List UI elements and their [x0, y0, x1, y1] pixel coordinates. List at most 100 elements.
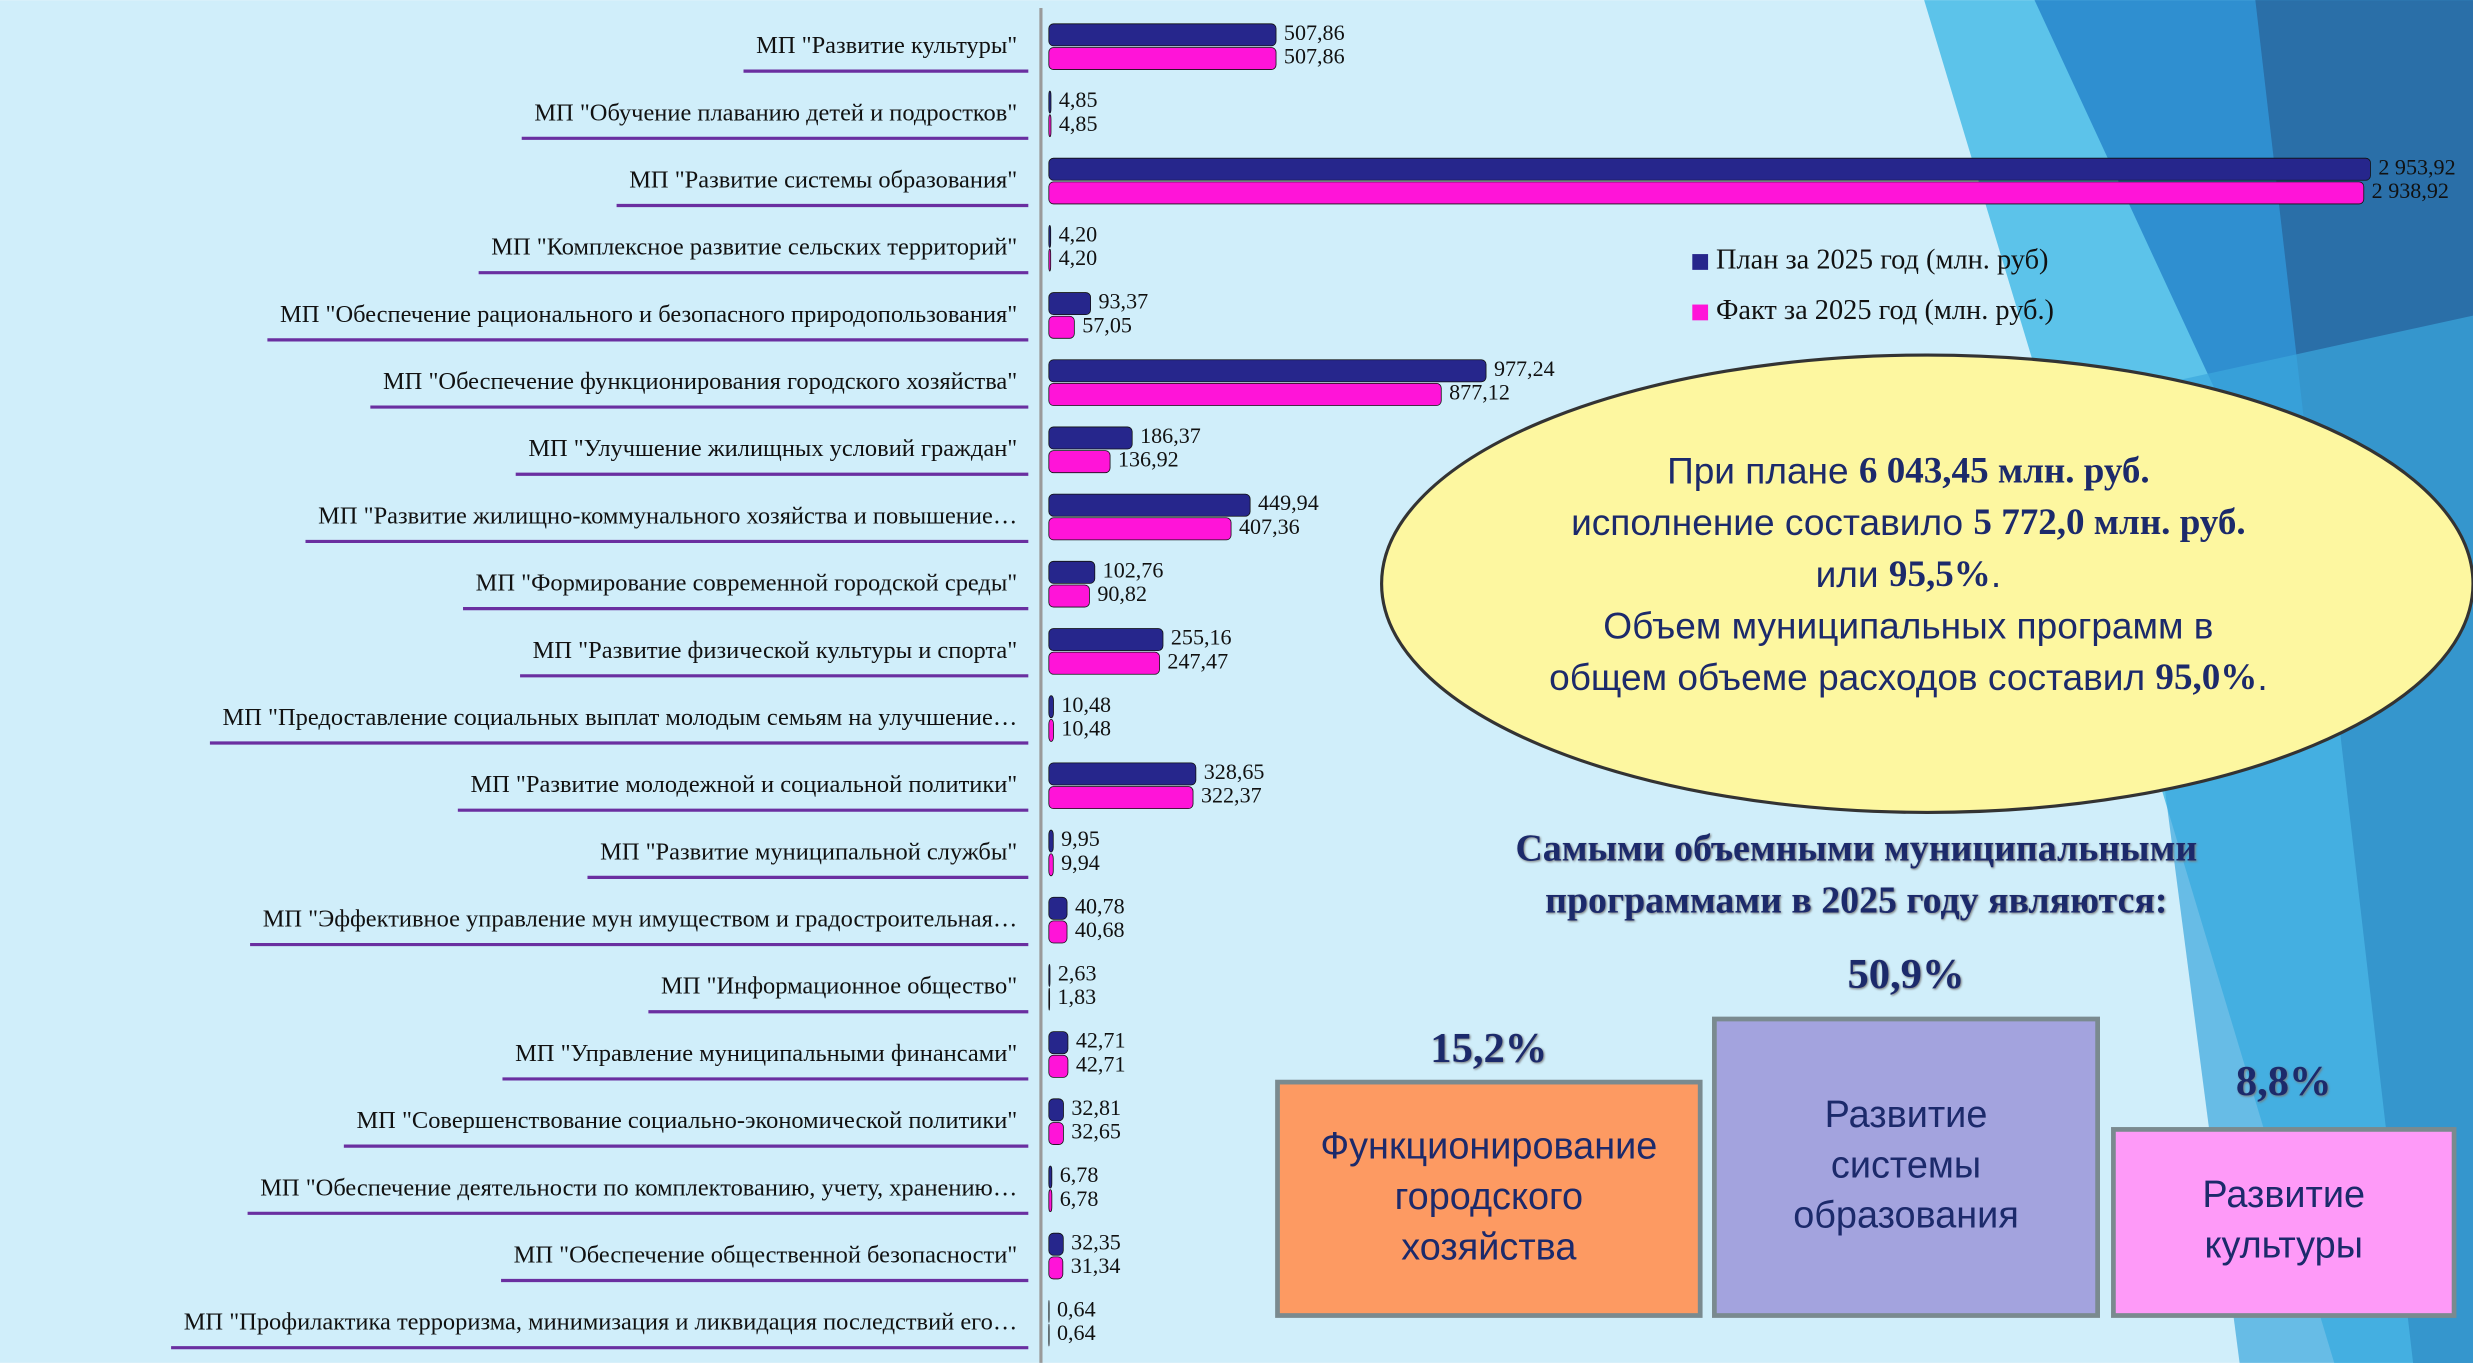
- value-label: 1,83: [1058, 984, 1097, 1009]
- bar: [1049, 158, 2371, 180]
- bar: [1049, 897, 1067, 919]
- bar: [1049, 1257, 1063, 1279]
- value-label: 0,64: [1057, 1296, 1096, 1321]
- value-label: 0,64: [1057, 1320, 1096, 1345]
- category-label: МП "Улучшение жилищных условий граждан": [528, 435, 1017, 462]
- callout-text: общем объеме расходов составил: [1549, 656, 2155, 698]
- value-label: 247,47: [1167, 648, 1228, 673]
- category-label: МП "Развитие муниципальной службы": [600, 838, 1017, 865]
- callout-text: 6 043,45 млн. руб.: [1859, 450, 2150, 491]
- podium-percent: 50,9%: [1847, 951, 1964, 998]
- value-label: 57,05: [1082, 312, 1132, 337]
- legend-label: План за 2025 год (млн. руб): [1716, 244, 2049, 275]
- podium-label: культуры: [2205, 1225, 2363, 1267]
- value-label: 2 938,92: [2372, 178, 2449, 203]
- podium-label: городского: [1395, 1176, 1583, 1218]
- category-label: МП "Развитие физической культуры и спорт…: [533, 637, 1018, 664]
- callout-text: .: [2257, 656, 2267, 698]
- category-label: МП "Управление муниципальными финансами": [515, 1040, 1017, 1067]
- value-label: 10,48: [1061, 692, 1111, 717]
- bar: [1049, 1122, 1064, 1144]
- category-label: МП "Обеспечение деятельности по комплект…: [260, 1174, 1017, 1201]
- value-label: 32,81: [1071, 1095, 1121, 1120]
- podium-label: хозяйства: [1401, 1226, 1577, 1268]
- category-label: МП "Развитие культуры": [756, 32, 1017, 59]
- category-label: МП "Совершенствование социально-экономич…: [356, 1107, 1017, 1134]
- value-label: 4,20: [1059, 221, 1098, 246]
- callout-text: исполнение составило: [1571, 501, 1973, 543]
- bar: [1049, 182, 2364, 204]
- callout-text: При плане: [1667, 449, 1859, 491]
- bar: [1049, 225, 1051, 247]
- bar: [1049, 494, 1250, 516]
- podium-box: [2113, 1129, 2454, 1315]
- bar: [1049, 763, 1196, 785]
- value-label: 42,71: [1076, 1051, 1126, 1076]
- bar: [1049, 47, 1276, 69]
- value-label: 136,92: [1118, 447, 1179, 472]
- category-label: МП "Обеспечение функционирования городск…: [383, 368, 1017, 395]
- podium-label: Развитие: [1825, 1094, 1988, 1136]
- podium-percent: 15,2%: [1430, 1025, 1547, 1072]
- slide: МП "Развитие культуры"507,86507,86МП "Об…: [0, 0, 2473, 1363]
- bar: [1049, 1099, 1064, 1121]
- legend-swatch: [1692, 305, 1708, 321]
- value-label: 10,48: [1061, 715, 1111, 740]
- bar: [1049, 1166, 1052, 1188]
- legend-label: Факт за 2025 год (млн. руб.): [1716, 295, 2054, 326]
- bar: [1049, 249, 1051, 271]
- bar: [1049, 787, 1193, 809]
- category-label: МП "Развитие жилищно-коммунального хозяй…: [318, 502, 1017, 529]
- podium-label: образования: [1793, 1195, 2019, 1237]
- bar: [1049, 964, 1050, 986]
- callout-line: Объем муниципальных программ в: [1603, 604, 2213, 646]
- callout-line: общем объеме расходов составил 95,0%.: [1549, 656, 2267, 698]
- category-label: МП "Обеспечение рационального и безопасн…: [280, 301, 1017, 328]
- value-label: 322,37: [1201, 783, 1262, 808]
- bar: [1049, 921, 1067, 943]
- category-label: МП "Развитие молодежной и социальной пол…: [470, 771, 1017, 798]
- podium-label: Функционирование: [1320, 1125, 1657, 1167]
- podium-percent: 8,8%: [2236, 1058, 2332, 1105]
- value-label: 2 953,92: [2378, 154, 2455, 179]
- bar: [1049, 1055, 1068, 1077]
- callout-text: .: [1991, 553, 2001, 595]
- bar: [1049, 696, 1054, 718]
- legend-swatch: [1692, 254, 1708, 270]
- bar: [1049, 1190, 1052, 1212]
- bar: [1049, 1032, 1068, 1054]
- bar: [1049, 518, 1231, 540]
- bar: [1049, 652, 1160, 674]
- value-label: 90,82: [1097, 581, 1147, 606]
- bar: [1049, 383, 1441, 405]
- callout-text: или: [1816, 553, 1889, 595]
- callout-line: исполнение составило 5 772,0 млн. руб.: [1571, 501, 2246, 543]
- callout-text: 5 772,0 млн. руб.: [1973, 502, 2245, 543]
- page: МП "Развитие культуры"507,86507,86МП "Об…: [0, 0, 2473, 1363]
- bar: [1049, 451, 1110, 473]
- callout-text: 95,5%: [1889, 553, 1991, 594]
- value-label: 32,65: [1071, 1119, 1121, 1144]
- value-label: 9,94: [1061, 850, 1100, 875]
- callout-line: При плане 6 043,45 млн. руб.: [1667, 449, 2150, 491]
- callout-line: или 95,5%.: [1816, 553, 2001, 595]
- value-label: 93,37: [1098, 289, 1148, 314]
- value-label: 4,85: [1059, 111, 1098, 136]
- category-label: МП "Обучение плаванию детей и подростков…: [534, 99, 1017, 126]
- value-label: 4,20: [1059, 245, 1098, 270]
- value-label: 186,37: [1140, 423, 1201, 448]
- bar: [1049, 24, 1276, 46]
- value-label: 4,85: [1059, 87, 1098, 112]
- value-label: 102,76: [1103, 557, 1164, 582]
- value-label: 42,71: [1076, 1028, 1126, 1053]
- bar: [1049, 585, 1090, 607]
- value-label: 6,78: [1060, 1162, 1099, 1187]
- category-label: МП "Обеспечение общественной безопасност…: [514, 1241, 1018, 1268]
- category-label: МП "Информационное общество": [661, 973, 1017, 1000]
- value-label: 6,78: [1060, 1186, 1099, 1211]
- heading: Самыми объемными муниципальными: [1515, 828, 2197, 870]
- bar: [1049, 316, 1075, 338]
- callout-text: 95,0%: [2155, 657, 2257, 698]
- value-label: 2,63: [1058, 961, 1097, 986]
- value-label: 407,36: [1239, 514, 1300, 539]
